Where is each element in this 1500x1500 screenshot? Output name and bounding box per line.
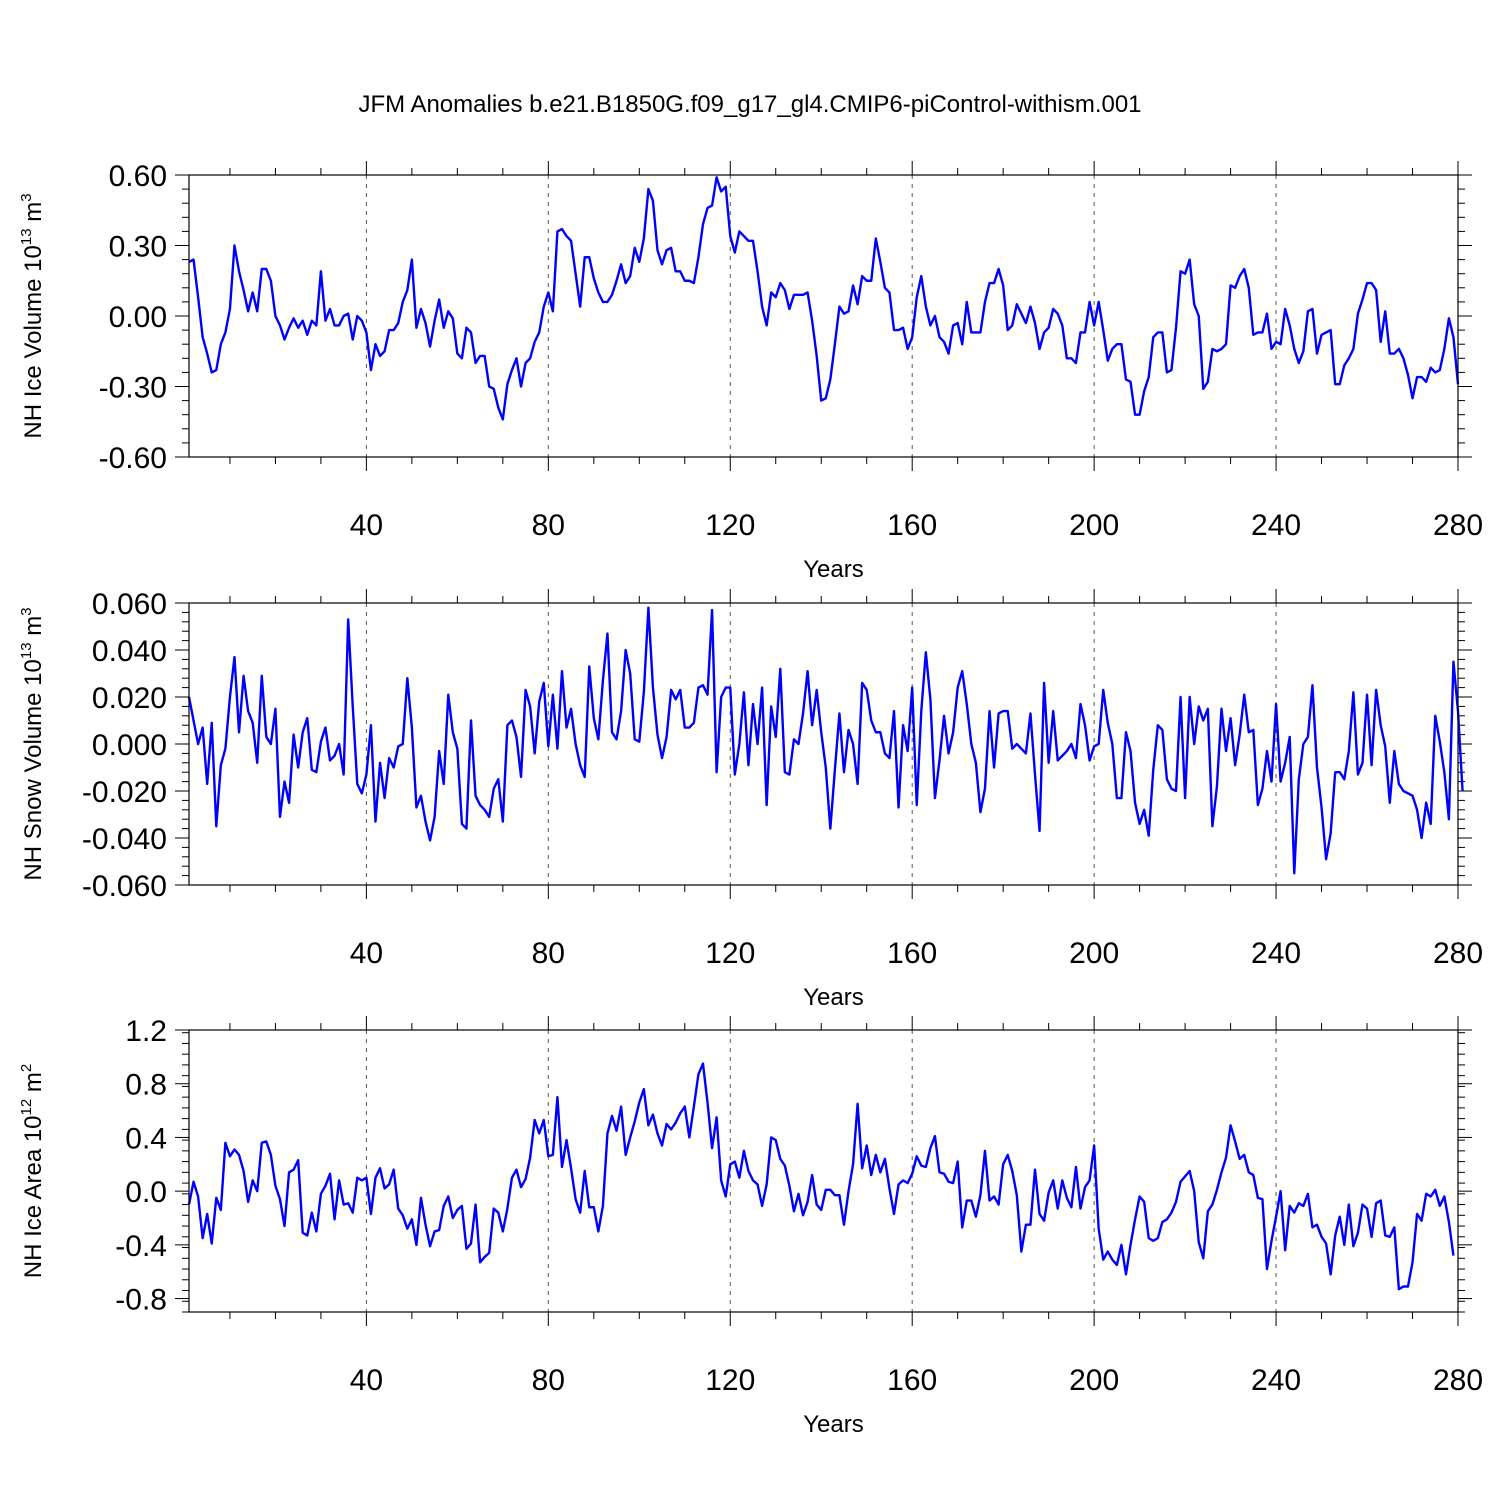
x-tick-label: 160 bbox=[887, 1364, 937, 1397]
y-tick-label: 0.020 bbox=[92, 682, 167, 715]
y-tick-label: -0.040 bbox=[82, 823, 167, 856]
series-line bbox=[187, 1062, 1455, 1291]
x-tick-label: 40 bbox=[350, 937, 383, 970]
series-line bbox=[188, 176, 1460, 421]
panel-2: 40 80 120 160 200 240 280 -0.060 -0.040 -0.020 0.0… bbox=[18, 588, 1483, 1011]
y-tick-label: 0.4 bbox=[125, 1122, 167, 1155]
y-tick-label: -0.4 bbox=[115, 1230, 167, 1263]
x-axis-title: Years bbox=[803, 556, 864, 583]
x-tick-label: 240 bbox=[1251, 937, 1301, 970]
y-tick-label: 0.000 bbox=[92, 729, 167, 762]
y-axis-title: NH Ice Area 1012 m2 bbox=[18, 1064, 47, 1278]
x-tick-label: 240 bbox=[1251, 509, 1301, 542]
panel-3: 40 80 120 160 200 240 280 -0.8 -0.4 0.0 0.4 0.8 1.2 Y… bbox=[18, 1015, 1483, 1438]
x-tick-label: 40 bbox=[350, 1364, 383, 1397]
y-tick-label: 0.00 bbox=[109, 301, 167, 334]
x-tick-label: 280 bbox=[1433, 1364, 1483, 1397]
y-tick-label: -0.060 bbox=[82, 870, 167, 903]
y-axis-title: NH Snow Volume 1013 m3 bbox=[18, 607, 47, 880]
x-tick-label: 120 bbox=[705, 509, 755, 542]
x-tick-label: 120 bbox=[705, 937, 755, 970]
y-tick-label: 0.8 bbox=[125, 1069, 167, 1102]
x-tick-label: 200 bbox=[1069, 937, 1119, 970]
x-tick-label: 40 bbox=[350, 509, 383, 542]
y-tick-label: 0.0 bbox=[125, 1176, 167, 1209]
plot-frame bbox=[188, 602, 1459, 886]
y-tick-label: 1.2 bbox=[125, 1015, 167, 1048]
x-tick-label: 280 bbox=[1433, 509, 1483, 542]
x-tick-label: 160 bbox=[887, 937, 937, 970]
x-axis-title: Years bbox=[803, 1411, 864, 1438]
y-axis-title: NH Ice Volume 1013 m3 bbox=[18, 193, 47, 438]
x-tick-label: 200 bbox=[1069, 509, 1119, 542]
y-tick-label: -0.60 bbox=[99, 442, 167, 475]
x-tick-label: 280 bbox=[1433, 937, 1483, 970]
y-tick-label: 0.060 bbox=[92, 588, 167, 621]
y-tick-label: -0.30 bbox=[99, 372, 167, 405]
x-tick-label: 200 bbox=[1069, 1364, 1119, 1397]
y-tick-label: -0.020 bbox=[82, 776, 167, 809]
plot-frame bbox=[188, 1029, 1459, 1313]
y-tick-label: 0.60 bbox=[109, 160, 167, 193]
x-tick-label: 80 bbox=[532, 509, 565, 542]
x-tick-label: 80 bbox=[532, 937, 565, 970]
x-tick-label: 160 bbox=[887, 509, 937, 542]
figure-title: JFM Anomalies b.e21.B1850G.f09_g17_gl4.C… bbox=[358, 91, 1141, 118]
y-tick-label: -0.8 bbox=[115, 1284, 167, 1317]
panel-1: 40 80 120 160 200 240 280 -0.60 -0.30 0.00 0.30 0.6… bbox=[18, 160, 1483, 583]
x-axis-title: Years bbox=[803, 984, 864, 1011]
x-tick-label: 80 bbox=[532, 1364, 565, 1397]
y-tick-label: 0.040 bbox=[92, 635, 167, 668]
y-tick-label: 0.30 bbox=[109, 231, 167, 264]
plot-frame bbox=[188, 174, 1459, 458]
x-tick-label: 240 bbox=[1251, 1364, 1301, 1397]
series-line bbox=[187, 606, 1464, 875]
x-tick-label: 120 bbox=[705, 1364, 755, 1397]
